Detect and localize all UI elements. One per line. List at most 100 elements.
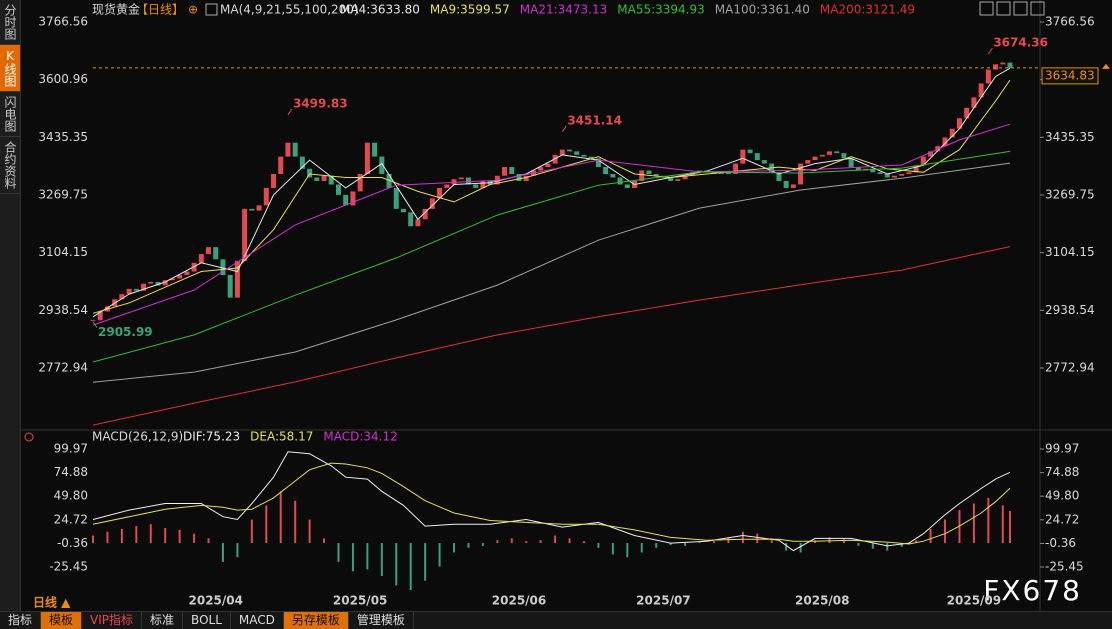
candle <box>372 142 378 157</box>
watermark: FX678 <box>983 574 1082 607</box>
sidebar-tab[interactable]: 合约资料 <box>0 137 20 194</box>
candle <box>184 271 190 275</box>
x-tick-label: 2025/07 <box>636 594 690 608</box>
candle <box>335 184 341 195</box>
candle <box>942 137 948 147</box>
y-tick-label: 74.88 <box>54 465 88 479</box>
indicator-label: MACD(26,12,9) <box>92 430 183 444</box>
toolbar: 指标 模板 VIP指标 标准 BOLL MACD 另存模板 管理模板 <box>0 611 1112 629</box>
legend-entry: DIF:75.23 <box>183 430 240 444</box>
candle <box>682 175 688 180</box>
toolbar-tab[interactable]: 标准 <box>142 612 184 629</box>
toolbar-tab[interactable]: 另存模板 <box>283 612 349 629</box>
y-tick-label: 99.97 <box>54 442 88 456</box>
candle <box>733 163 739 175</box>
toolbar-tab[interactable]: 模板 <box>41 612 83 629</box>
candle <box>776 172 782 181</box>
candle <box>256 205 262 211</box>
candle <box>415 219 421 227</box>
candle <box>321 175 327 181</box>
legend-entry: MA55:3394.93 <box>617 3 705 17</box>
candle <box>949 128 955 138</box>
period: 【日线】 <box>136 3 184 17</box>
candle <box>675 179 681 181</box>
candle <box>913 165 919 173</box>
candle <box>935 146 941 152</box>
candle <box>798 163 804 185</box>
y-tick-label: 2772.94 <box>38 360 88 374</box>
candle <box>668 177 674 181</box>
candle <box>285 142 291 157</box>
icon[interactable] <box>1030 1 1045 16</box>
candle <box>220 259 226 275</box>
y-tick-label: 49.80 <box>54 489 88 503</box>
annotation: 3499.83 <box>293 96 348 110</box>
indicator-icon[interactable] <box>24 432 34 442</box>
candle <box>545 163 551 168</box>
candle <box>899 174 905 176</box>
sidebar-tab[interactable]: K线图 <box>0 45 20 92</box>
candle <box>263 187 269 206</box>
y-tick-label: 2938.54 <box>1045 303 1095 317</box>
candle <box>155 281 161 286</box>
y-tick-label: 3435.35 <box>1045 130 1095 144</box>
candle <box>444 184 450 188</box>
y-tick-label: 2938.54 <box>38 303 88 317</box>
y-tick-label: 3435.35 <box>38 130 88 144</box>
y-tick-label: 3269.75 <box>38 187 88 201</box>
y-tick-label: 49.80 <box>1045 489 1079 503</box>
toolbar-tab[interactable]: BOLL <box>183 612 231 629</box>
candle <box>978 83 984 98</box>
candle <box>206 247 212 255</box>
period-selector[interactable]: 日线 ▲ <box>33 595 71 610</box>
candle <box>249 208 255 211</box>
annotation: 3674.36 <box>993 36 1048 50</box>
legend-entry: MA4:3633.80 <box>340 3 420 17</box>
sidebar-tab[interactable]: 闪电图 <box>0 92 20 137</box>
candle <box>386 174 392 188</box>
candle <box>985 69 991 84</box>
candle <box>148 281 154 284</box>
y-tick-label: 3269.75 <box>1045 187 1095 201</box>
candle <box>292 142 298 157</box>
candle <box>350 191 356 206</box>
candle <box>812 156 818 161</box>
settings-icon[interactable] <box>205 3 218 16</box>
toolbar-icons[interactable] <box>979 1 1045 16</box>
x-tick-label: 2025/06 <box>492 594 546 608</box>
toolbar-tab[interactable]: MACD <box>231 612 284 629</box>
candle <box>617 177 623 185</box>
candle <box>523 175 529 181</box>
icon[interactable] <box>1013 1 1028 16</box>
y-tick-label: -25.45 <box>49 560 88 574</box>
candle <box>465 177 471 185</box>
legend-entry: MA21:3473.13 <box>520 3 608 17</box>
sidebar-tab[interactable]: 分时图 <box>0 0 20 45</box>
candle <box>588 156 594 159</box>
candle <box>624 184 630 188</box>
icon[interactable] <box>979 1 994 16</box>
candle <box>133 288 139 291</box>
candle <box>227 274 233 298</box>
candle <box>639 170 645 181</box>
candle <box>971 97 977 108</box>
icon[interactable] <box>996 1 1011 16</box>
candle <box>725 172 731 175</box>
toolbar-tab[interactable]: VIP指标 <box>82 612 143 629</box>
candle <box>538 167 544 171</box>
sidebar: 分时图 K线图 闪电图 合约资料 <box>0 0 21 612</box>
add-icon[interactable]: ⊕ <box>188 3 198 17</box>
toolbar-tab[interactable]: 管理模板 <box>349 612 414 629</box>
candle <box>516 174 522 181</box>
candle <box>740 149 746 164</box>
indicator-line <box>92 462 1011 545</box>
toolbar-tab[interactable]: 指标 <box>0 612 42 629</box>
y-tick-label: -0.36 <box>1045 536 1076 550</box>
candle <box>559 149 565 155</box>
candle <box>198 254 204 263</box>
candle <box>299 156 305 169</box>
candle <box>473 184 479 188</box>
candle <box>509 167 515 175</box>
last-price-box <box>1041 67 1099 85</box>
indicator-line <box>92 162 1011 383</box>
